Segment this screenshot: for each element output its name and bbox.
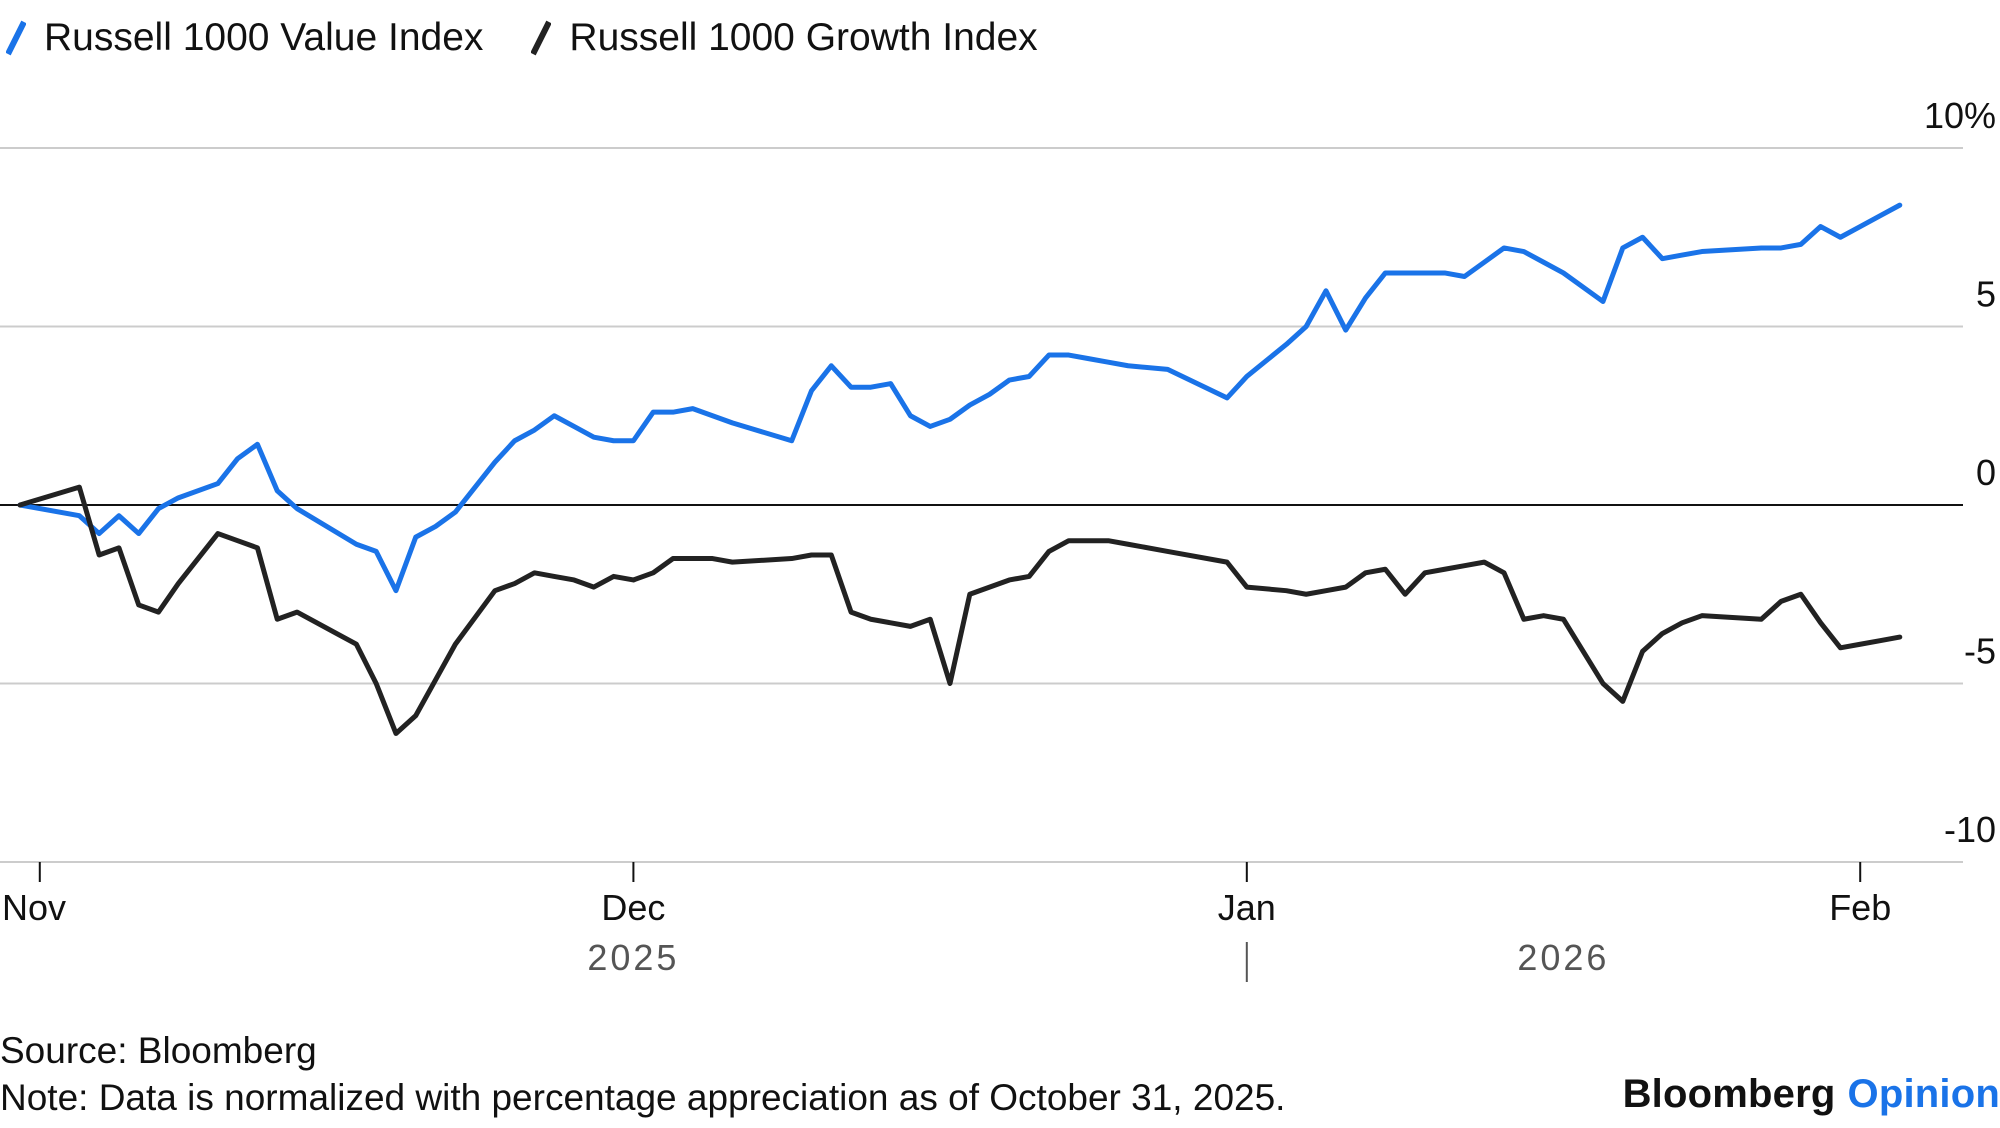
legend-swatch-growth-icon <box>531 20 552 56</box>
x-axis: Nov Dec Jan Feb 2025 2026 <box>2 862 1891 982</box>
brand-suffix: Opinion <box>1847 1072 2000 1116</box>
legend: Russell 1000 Value Index Russell 1000 Gr… <box>0 12 1080 64</box>
y-axis-labels: 10% 5 0 -5 -10 <box>1924 95 1996 850</box>
x-tick-label: Dec <box>601 887 665 928</box>
x-tick-label: Nov <box>2 887 66 928</box>
brand-logo: Bloomberg Opinion <box>1623 1072 2000 1117</box>
legend-label-growth: Russell 1000 Growth Index <box>569 16 1038 59</box>
y-tick-label: -10 <box>1944 809 1996 850</box>
y-tick-label: 10% <box>1924 95 1996 136</box>
brand-name: Bloomberg <box>1622 1072 1836 1116</box>
legend-label-value: Russell 1000 Value Index <box>44 16 484 59</box>
legend-item-value: Russell 1000 Value Index <box>0 12 483 64</box>
y-tick-label: -5 <box>1964 631 1996 672</box>
x-tick-label: Feb <box>1829 887 1891 928</box>
data-note: Note: Data is normalized with percentage… <box>0 1077 1286 1118</box>
series-line-value <box>17 202 1903 594</box>
x-year-label: 2026 <box>1517 937 1609 978</box>
series-lines <box>17 202 1903 736</box>
legend-item-growth: Russell 1000 Growth Index <box>525 12 1038 64</box>
x-year-label: 2025 <box>587 937 679 978</box>
source-note: Source: Bloomberg <box>0 1030 317 1071</box>
y-tick-label: 5 <box>1976 274 1996 315</box>
y-tick-label: 0 <box>1976 452 1996 493</box>
legend-swatch-value-icon <box>6 20 26 56</box>
x-tick-label: Jan <box>1218 887 1276 928</box>
gridlines <box>0 147 1963 863</box>
series-line-growth <box>17 484 1903 736</box>
